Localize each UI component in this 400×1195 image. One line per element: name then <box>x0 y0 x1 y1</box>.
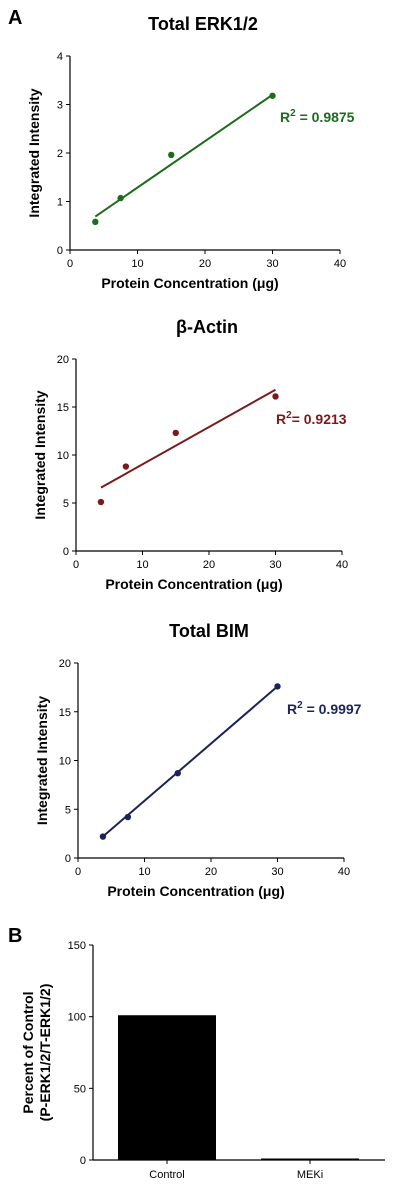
chart3-y-axis-label: Integrated Intensity <box>34 696 50 825</box>
chart2-data-point <box>172 429 179 437</box>
chart4-category-label: Control <box>149 1169 184 1181</box>
chart2-r2-value: = 0.9213 <box>292 411 347 427</box>
panel-letter-a: A <box>8 7 22 29</box>
chart2-r2-annotation: R2= 0.9213 <box>276 410 347 427</box>
chart1-data-point <box>92 218 99 226</box>
chart1-data-point <box>117 194 124 202</box>
chart1-y-axis-label: Integrated Intensity <box>26 88 42 217</box>
chart3-fit-line <box>102 685 279 838</box>
chart2-r2-superscript: 2 <box>286 410 292 421</box>
chart3-data-point <box>274 683 281 690</box>
chart2-x-tick-label: 40 <box>336 559 348 571</box>
chart2-title: β-Actin <box>176 317 238 337</box>
chart3-y-tick-label: 0 <box>65 853 71 865</box>
chart3-x-tick-label: 20 <box>205 866 217 878</box>
chart2-x-tick-label: 20 <box>203 559 215 571</box>
chart3-x-axis-label: Protein Concentration (μg) <box>107 883 284 899</box>
chart1-r2-letter: R <box>280 109 290 125</box>
chart3-r2-annotation: R2 = 0.9997 <box>287 700 362 717</box>
chart2-x-tick-label: 10 <box>136 559 148 571</box>
chart4-y-axis-label: Percent of Control <box>20 991 36 1113</box>
chart3-title: Total BIM <box>169 621 249 641</box>
chart3-y-tick-label: 10 <box>59 756 71 768</box>
chart1-x-tick-label: 40 <box>334 258 346 270</box>
chart3-r2-letter: R <box>287 701 297 717</box>
chart2-data-point <box>97 498 105 506</box>
chart2-y-tick-label: 15 <box>57 402 69 414</box>
chart2-y-tick-label: 0 <box>63 546 69 558</box>
chart1-x-tick-label: 30 <box>266 258 278 270</box>
chart1-x-tick-label: 10 <box>131 258 143 270</box>
chart1-r2-annotation: R2 = 0.9875 <box>280 108 355 125</box>
chart3-data-point <box>174 769 181 777</box>
chart4-category-label: MEKi <box>297 1169 323 1181</box>
chart4-y-tick-label: 150 <box>68 940 86 952</box>
chart1-y-tick-label: 0 <box>57 245 63 257</box>
chart1-r2-value: = 0.9875 <box>296 109 355 125</box>
panel-letter-b: B <box>8 925 22 947</box>
chart2-y-tick-label: 10 <box>57 450 69 462</box>
chart2-r2-letter: R <box>276 411 286 427</box>
chart3-y-tick-label: 20 <box>59 658 71 670</box>
chart1-y-tick-label: 4 <box>57 51 63 63</box>
chart1-data-point <box>168 151 175 159</box>
chart3-data-point <box>99 833 107 840</box>
chart1-y-tick-label: 1 <box>57 197 63 209</box>
chart3-data-point <box>124 813 132 821</box>
chart4-bar <box>118 1015 216 1160</box>
chart4-y-tick-label: 100 <box>68 1012 86 1024</box>
chart3-y-tick-label: 15 <box>59 707 71 719</box>
chart2-x-axis-label: Protein Concentration (μg) <box>105 576 282 592</box>
chart2-x-tick-label: 0 <box>73 559 79 571</box>
chart1-r2-superscript: 2 <box>290 108 296 119</box>
chart1-fit-line <box>94 93 274 218</box>
chart2-data-point <box>272 393 279 400</box>
chart3-r2-value: = 0.9997 <box>303 701 362 717</box>
chart1-y-tick-label: 3 <box>57 100 63 112</box>
chart3-x-tick-label: 0 <box>75 866 81 878</box>
chart2-y-axis-label: Integrated Intensity <box>32 390 48 519</box>
chart3-x-tick-label: 30 <box>271 866 283 878</box>
chart1-title: Total ERK1/2 <box>148 14 258 34</box>
chart4-y-tick-label: 0 <box>80 1155 86 1167</box>
chart3-x-tick-label: 40 <box>338 866 350 878</box>
chart3-y-tick-label: 5 <box>65 804 71 816</box>
chart1-x-axis-label: Protein Concentration (μg) <box>101 275 278 291</box>
chart3-r2-superscript: 2 <box>297 700 303 711</box>
chart4-y-tick-label: 50 <box>74 1083 86 1095</box>
chart3-x-tick-label: 10 <box>138 866 150 878</box>
chart1-y-tick-label: 2 <box>57 148 63 160</box>
chart2-fit-line <box>100 388 276 489</box>
chart1-x-tick-label: 20 <box>199 258 211 270</box>
chart1-data-point <box>269 92 276 99</box>
chart2-data-point <box>122 463 130 470</box>
chart4-y-axis-label-2: (P-ERK1/2/T-ERK1/2) <box>37 984 53 1122</box>
chart4-bar <box>261 1158 359 1160</box>
chart2-y-tick-label: 20 <box>57 354 69 366</box>
chart2-y-tick-label: 5 <box>63 498 69 510</box>
chart1-x-tick-label: 0 <box>67 258 73 270</box>
chart2-x-tick-label: 30 <box>269 559 281 571</box>
